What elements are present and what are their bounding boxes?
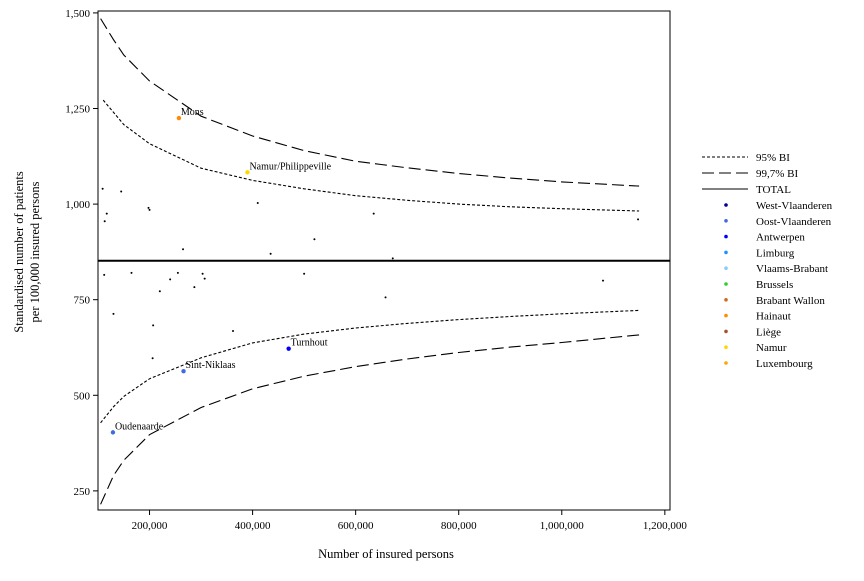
- legend-label: TOTAL: [756, 184, 791, 196]
- y-tick-label: 1,250: [65, 104, 90, 116]
- legend-marker: [724, 203, 728, 207]
- data-point: [193, 286, 196, 289]
- point-label: Mons: [181, 107, 204, 118]
- point-label: Oudenaarde: [115, 421, 164, 432]
- y-axis-label-line2: per 100,000 insured persons: [28, 181, 42, 322]
- legend-label: Hainaut: [756, 311, 791, 323]
- axes: 250 500 750 1,000 1,250 1,500 200,000 400,000 60…: [65, 8, 687, 532]
- labeled-point: [286, 346, 291, 351]
- legend-marker: [724, 234, 728, 239]
- data-point: [151, 357, 154, 360]
- labeled-point: [245, 170, 250, 175]
- data-point: [101, 187, 104, 190]
- x-tick-label: 1,000,000: [540, 520, 585, 532]
- labeled-point: [110, 430, 116, 435]
- data-point: [384, 296, 387, 299]
- legend-label: Brussels: [756, 279, 793, 291]
- legend-label: Liège: [756, 326, 781, 338]
- legend-marker: [724, 313, 728, 318]
- data-point: [637, 218, 640, 221]
- plot-frame: [97, 10, 671, 511]
- data-point: [201, 272, 204, 275]
- y-tick-label: 250: [74, 486, 91, 498]
- legend-marker: [724, 345, 728, 350]
- x-tick-label: 200,000: [132, 520, 168, 532]
- data-point: [112, 312, 115, 315]
- legend-marker: [724, 329, 728, 334]
- legend-label: Namur: [756, 342, 787, 354]
- data-point: [372, 212, 375, 215]
- data-point: [169, 278, 172, 281]
- data-point: [176, 271, 179, 274]
- limit-curve-upper: [102, 99, 640, 212]
- data-point: [303, 272, 306, 275]
- data-point: [158, 290, 161, 293]
- data-point: [152, 324, 155, 327]
- legend-label: West-Vlaanderen: [756, 200, 833, 212]
- data-point: [269, 252, 272, 255]
- data-point: [105, 212, 108, 215]
- y-tick-label: 1,000: [65, 199, 90, 211]
- y-tick-label: 500: [74, 390, 91, 402]
- legend-marker: [724, 250, 728, 255]
- limit-curve-lower: [100, 334, 640, 505]
- labeled-point: [181, 368, 186, 374]
- legend-label: Limburg: [756, 247, 795, 259]
- point-label: Sint-Niklaas: [186, 360, 236, 371]
- legend-label: 95% BI: [756, 152, 790, 164]
- y-axis-label-line1: Standardised number of patients: [12, 171, 26, 333]
- data-point: [313, 238, 316, 241]
- point-label: Namur/Philippeville: [249, 161, 331, 172]
- legend-marker: [724, 282, 728, 286]
- legend-label: Antwerpen: [756, 232, 805, 244]
- legend-marker: [724, 361, 728, 365]
- legend-label: Brabant Wallon: [756, 295, 825, 307]
- x-tick-label: 800,000: [441, 520, 477, 532]
- legend-marker: [724, 219, 728, 223]
- data-point: [130, 271, 133, 274]
- data-point: [203, 277, 206, 280]
- legend-label: Oost-Vlaanderen: [756, 216, 832, 228]
- legend-label: Vlaams-Brabant: [756, 263, 828, 275]
- data-point: [103, 273, 106, 276]
- x-tick-label: 600,000: [338, 520, 374, 532]
- y-tick-label: 750: [74, 295, 91, 307]
- legend-label: Luxembourg: [756, 358, 813, 370]
- x-tick-label: 1,200,000: [643, 520, 688, 532]
- legend-marker: [724, 266, 728, 271]
- y-tick-label: 1,500: [65, 8, 90, 20]
- limit-curve-lower: [100, 309, 640, 424]
- legend-label: 99,7% BI: [756, 168, 799, 180]
- limit-curve-upper: [100, 18, 640, 187]
- legend-marker: [724, 298, 728, 302]
- data-point: [147, 206, 150, 209]
- labeled-point: [176, 115, 182, 121]
- x-tick-label: 400,000: [235, 520, 271, 532]
- data-point: [120, 190, 123, 193]
- data-point: [256, 201, 259, 204]
- data-point: [232, 330, 235, 333]
- data-point: [391, 257, 394, 260]
- x-axis-label: Number of insured persons: [318, 547, 454, 561]
- plot-area: Mons Namur/Philippeville Turnhout Sint-Nikl…: [98, 18, 670, 505]
- data-point: [148, 208, 151, 211]
- point-label: Turnhout: [291, 338, 328, 349]
- data-point: [182, 248, 185, 251]
- legend: 95% BI 99,7% BI TOTAL West-Vlaanderen Oost-V…: [702, 152, 833, 370]
- data-point: [602, 279, 605, 282]
- data-point: [103, 220, 106, 223]
